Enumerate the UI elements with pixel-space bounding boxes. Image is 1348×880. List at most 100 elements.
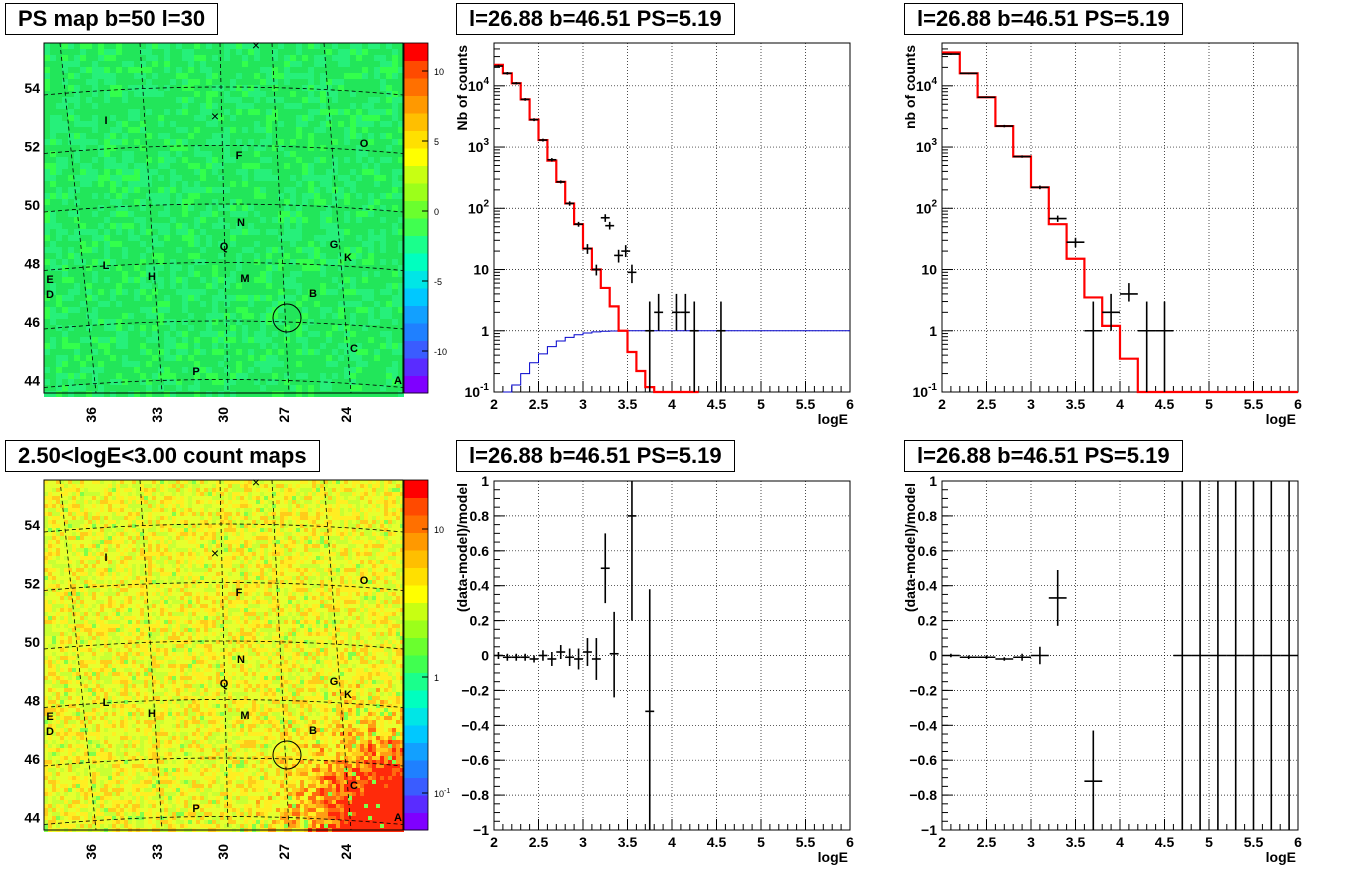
map-pixel (128, 504, 132, 508)
map-pixel (44, 325, 50, 331)
map-pixel (164, 247, 170, 253)
map-pixel (244, 520, 248, 524)
map-pixel (116, 79, 122, 85)
map-pixel (308, 391, 314, 397)
map-pixel (128, 508, 132, 512)
map-pixel (388, 516, 392, 520)
map-pixel (44, 61, 50, 67)
map-pixel (50, 235, 56, 241)
map-pixel (110, 325, 116, 331)
map-pixel (296, 121, 302, 127)
map-pixel (64, 492, 68, 496)
map-pixel (164, 223, 170, 229)
map-pixel (86, 361, 92, 367)
map-pixel (104, 91, 110, 97)
map-pixel (180, 504, 184, 508)
map-pixel (308, 229, 314, 235)
map-pixel (182, 295, 188, 301)
source-label: D (46, 289, 54, 301)
map-pixel (128, 49, 134, 55)
map-pixel (116, 157, 122, 163)
map-pixel (326, 307, 332, 313)
map-pixel (356, 283, 362, 289)
map-pixel (332, 193, 338, 199)
map-pixel (254, 85, 260, 91)
map-pixel (204, 520, 208, 524)
map-pixel (278, 73, 284, 79)
map-pixel (272, 283, 278, 289)
longitude-tick-label: 27 (276, 407, 292, 423)
map-pixel (236, 229, 242, 235)
map-pixel (62, 229, 68, 235)
map-pixel (338, 169, 344, 175)
map-pixel (182, 331, 188, 337)
map-pixel (170, 109, 176, 115)
map-pixel (254, 109, 260, 115)
map-pixel (158, 139, 164, 145)
map-pixel (332, 145, 338, 151)
map-pixel (348, 480, 352, 484)
map-pixel (124, 496, 128, 500)
map-pixel (56, 307, 62, 313)
map-pixel (206, 307, 212, 313)
map-pixel (170, 205, 176, 211)
map-pixel (320, 85, 326, 91)
map-pixel (314, 337, 320, 343)
map-pixel (266, 151, 272, 157)
map-pixel (92, 241, 98, 247)
map-pixel (314, 103, 320, 109)
map-pixel (50, 109, 56, 115)
map-pixel (182, 187, 188, 193)
map-pixel (116, 391, 122, 397)
map-pixel (374, 91, 380, 97)
map-pixel (254, 235, 260, 241)
map-pixel (248, 259, 254, 265)
map-pixel (158, 289, 164, 295)
map-pixel (284, 500, 288, 504)
map-pixel (272, 115, 278, 121)
map-pixel (248, 187, 254, 193)
map-pixel (184, 504, 188, 508)
map-pixel (148, 524, 152, 528)
map-pixel (136, 508, 140, 512)
map-pixel (386, 133, 392, 139)
map-pixel (74, 103, 80, 109)
map-pixel (164, 343, 170, 349)
map-pixel (344, 103, 350, 109)
map-pixel (290, 337, 296, 343)
map-pixel (170, 217, 176, 223)
map-pixel (200, 211, 206, 217)
map-pixel (158, 61, 164, 67)
map-pixel (128, 307, 134, 313)
map-pixel (80, 508, 84, 512)
map-pixel (320, 235, 326, 241)
map-pixel (380, 103, 386, 109)
map-pixel (132, 508, 136, 512)
map-pixel (308, 175, 314, 181)
map-pixel (80, 520, 84, 524)
map-pixel (110, 217, 116, 223)
map-pixel (158, 325, 164, 331)
map-pixel (224, 307, 230, 313)
map-pixel (332, 480, 336, 484)
map-pixel (368, 508, 372, 512)
map-pixel (188, 488, 192, 492)
map-pixel (308, 235, 314, 241)
map-pixel (284, 97, 290, 103)
x-tick-label: 3.5 (618, 396, 638, 412)
map-pixel (112, 504, 116, 508)
map-pixel (374, 253, 380, 259)
map-pixel (260, 175, 266, 181)
map-pixel (364, 484, 368, 488)
map-pixel (110, 67, 116, 73)
map-pixel (386, 73, 392, 79)
map-pixel (218, 151, 224, 157)
map-pixel (50, 97, 56, 103)
map-pixel (338, 325, 344, 331)
map-pixel (152, 133, 158, 139)
map-pixel (236, 121, 242, 127)
map-pixel (176, 97, 182, 103)
map-pixel (56, 169, 62, 175)
map-pixel (332, 175, 338, 181)
map-pixel (122, 331, 128, 337)
